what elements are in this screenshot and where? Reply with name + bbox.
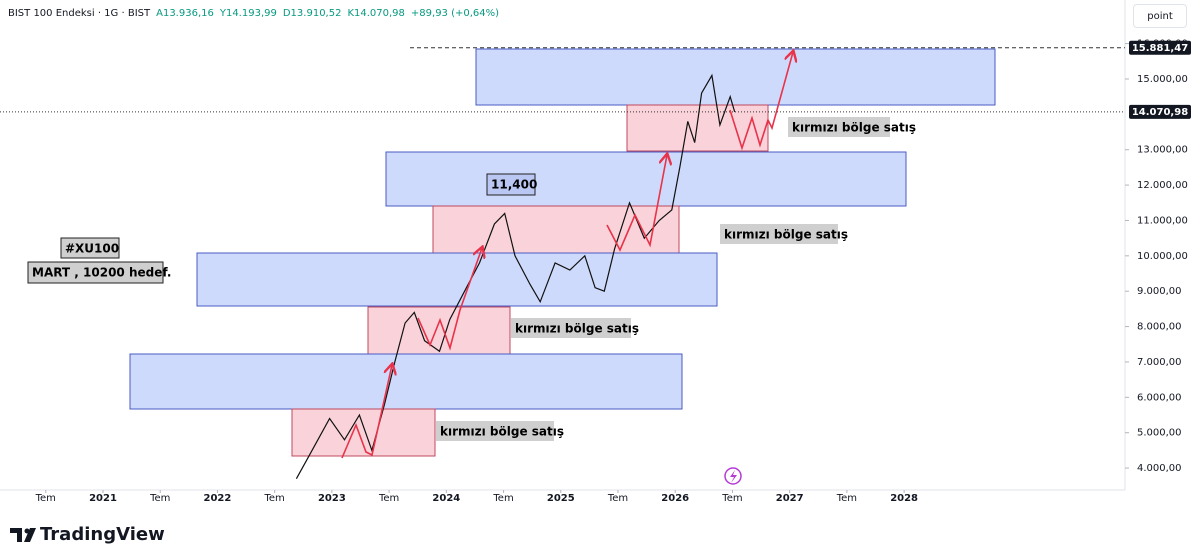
y-tick-label: 13.000,00 <box>1137 145 1188 156</box>
red-zone <box>367 306 511 355</box>
x-tick-label: 2026 <box>661 493 689 504</box>
header: BIST 100 Endeksi · 1G · BIST A13.936,16 … <box>8 8 499 19</box>
y-tick-label: 10.000,00 <box>1137 251 1188 262</box>
lightning-icon[interactable] <box>724 467 742 485</box>
y-tick-label: 9.000,00 <box>1137 286 1182 297</box>
x-tick-label: Tem <box>378 493 399 504</box>
y-tick-label: 6.000,00 <box>1137 392 1182 403</box>
change: +89,93 (+0,64%) <box>410 8 500 19</box>
x-tick-label: 2021 <box>89 493 117 504</box>
label-box <box>436 421 554 441</box>
symbol: BIST 100 Endeksi · 1G · BIST <box>8 8 151 19</box>
low: D13.910,52 <box>282 8 342 19</box>
annotation: kırmızı bölge satış <box>792 121 916 135</box>
x-tick-label: 2025 <box>547 493 575 504</box>
red-zone <box>626 104 769 152</box>
arrow <box>417 248 482 351</box>
annotation: 11,400 <box>491 178 537 192</box>
red-zone <box>291 408 436 457</box>
x-tick-label: 2023 <box>318 493 346 504</box>
arrow <box>729 52 793 151</box>
blue-zone <box>129 353 683 410</box>
price-line <box>295 73 736 479</box>
zones <box>129 48 996 457</box>
y-tick-label: 11.000,00 <box>1137 215 1188 226</box>
y-tick-label: 15.000,00 <box>1137 74 1188 85</box>
annotation: MART , 10200 hedef. <box>32 266 172 280</box>
x-tick-label: Tem <box>264 493 285 504</box>
label-box <box>720 224 838 244</box>
annotation: kırmızı bölge satış <box>515 322 639 336</box>
label-box <box>60 237 120 259</box>
open: A13.936,16 <box>156 8 214 19</box>
arrows <box>341 52 793 459</box>
close: K14.070,98 <box>347 8 405 19</box>
annotation: kırmızı bölge satış <box>440 425 564 439</box>
price-label-box <box>1129 104 1191 119</box>
annotation: kırmızı bölge satış <box>724 228 848 242</box>
blue-zone <box>475 48 996 106</box>
annotation: #XU100 <box>65 242 119 256</box>
high: Y14.193,99 <box>219 8 277 19</box>
blue-zone <box>385 151 907 207</box>
logo-icon <box>24 528 30 534</box>
x-tick-label: Tem <box>607 493 628 504</box>
label-box <box>788 117 890 137</box>
label-box <box>486 173 536 196</box>
x-tick-label: Tem <box>149 493 170 504</box>
y-tick-label: 12.000,00 <box>1137 180 1188 191</box>
y-tick-label: 5.000,00 <box>1137 428 1182 439</box>
x-tick-label: Tem <box>721 493 742 504</box>
blue-zone <box>196 252 718 307</box>
series-layer <box>295 73 736 479</box>
x-tick-label: Tem <box>836 493 857 504</box>
y-tick-label: 8.000,00 <box>1137 322 1182 333</box>
label-box <box>27 261 164 284</box>
point-button[interactable]: point <box>1133 4 1187 28</box>
arrow <box>606 155 667 252</box>
x-tick-label: 2028 <box>890 493 918 504</box>
logo-icon <box>10 528 36 542</box>
y-tick-label: 7.000,00 <box>1137 357 1182 368</box>
x-tick-label: 2022 <box>204 493 232 504</box>
label-box <box>511 318 631 338</box>
y-tick-label: 4.000,00 <box>1137 463 1182 474</box>
x-tick-label: 2024 <box>432 493 460 504</box>
arrow <box>341 365 392 459</box>
lightning-icon <box>730 470 737 483</box>
price-label: 14.070,98 <box>1132 107 1188 118</box>
price-label: 15.881,47 <box>1132 43 1188 54</box>
logo-text: TradingView <box>40 524 165 545</box>
x-tick-label: Tem <box>35 493 56 504</box>
x-tick-label: Tem <box>492 493 513 504</box>
x-tick-label: 2027 <box>776 493 804 504</box>
logo: TradingView <box>10 524 165 545</box>
price-label-box <box>1129 40 1191 55</box>
labels: kırmızı bölge satış kırmızı bölge satış … <box>27 117 916 441</box>
